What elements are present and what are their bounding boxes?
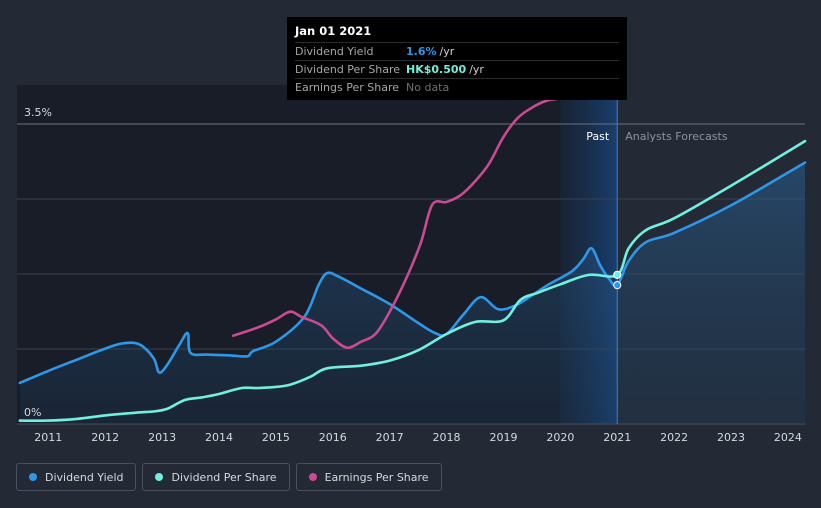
x-tick-label: 2019	[489, 431, 517, 444]
x-tick-label: 2020	[546, 431, 574, 444]
legend-label: Dividend Per Share	[171, 470, 277, 484]
forecast-label: Analysts Forecasts	[625, 130, 728, 143]
legend-item-dividend-per-share[interactable]: Dividend Per Share	[142, 463, 290, 491]
x-tick-label: 2012	[91, 431, 119, 444]
tooltip-date: Jan 01 2021	[295, 24, 372, 38]
y-tick-label: 3.5%	[24, 106, 52, 119]
tooltip-row-dividend-yield: Dividend Yield 1.6% /yr	[295, 42, 619, 60]
past-label: Past	[586, 130, 610, 143]
x-tick-label: 2015	[262, 431, 290, 444]
dividend-yield-dot-icon	[29, 473, 37, 481]
axis-labels: 2011 2012 2013 2014 2015 2016 2017 2018 2019 2020…	[24, 106, 802, 444]
tooltip-value: HK$0.500	[406, 63, 467, 76]
x-tick-label: 2017	[376, 431, 404, 444]
tooltip-label: Dividend Per Share	[295, 63, 401, 76]
x-tick-label: 2011	[34, 431, 62, 444]
dividend-yield-marker	[613, 281, 622, 290]
area-fills	[19, 162, 806, 424]
x-tick-label: 2022	[660, 431, 688, 444]
dividend-per-share-marker	[613, 270, 622, 279]
tooltip-unit: /yr	[469, 63, 484, 76]
tooltip-label: Earnings Per Share	[295, 81, 400, 94]
tooltip-value: No data	[406, 81, 450, 94]
point-markers	[613, 270, 622, 290]
x-tick-label: 2016	[319, 431, 347, 444]
dividend-yield-area	[19, 162, 806, 424]
tooltip-value: 1.6%	[406, 45, 437, 58]
x-tick-label: 2014	[205, 431, 233, 444]
tooltip-row-dividend-per-share: Dividend Per Share HK$0.500 /yr	[295, 60, 619, 78]
series-lines	[18, 88, 807, 423]
earnings-per-share-line	[231, 88, 605, 350]
legend-item-dividend-yield[interactable]: Dividend Yield	[16, 463, 137, 491]
tooltip-label: Dividend Yield	[295, 45, 374, 58]
dividend-per-share-dot-icon	[155, 473, 164, 481]
x-tick-label: 2021	[603, 431, 631, 444]
x-tick-label: 2013	[148, 431, 176, 444]
legend-label: Dividend Yield	[45, 470, 124, 484]
tooltip-unit: /yr	[439, 45, 455, 58]
y-tick-label: 0%	[24, 406, 41, 419]
x-tick-label: 2023	[717, 431, 745, 444]
dividend-yield-line	[18, 161, 807, 385]
x-tick-label: 2024	[774, 431, 802, 444]
hover-tooltip: Jan 01 2021 Dividend Yield 1.6% /yr Divi…	[287, 17, 627, 100]
earnings-per-share-dot-icon	[308, 473, 317, 481]
legend-label: Earnings Per Share	[324, 470, 429, 484]
tooltip-row-earnings-per-share: Earnings Per Share No data	[295, 78, 619, 96]
legend: Dividend Yield Dividend Per Share Earnin…	[16, 463, 442, 491]
x-tick-label: 2018	[433, 431, 461, 444]
dividend-per-share-line	[18, 139, 807, 423]
legend-item-earnings-per-share[interactable]: Earnings Per Share	[295, 463, 442, 491]
